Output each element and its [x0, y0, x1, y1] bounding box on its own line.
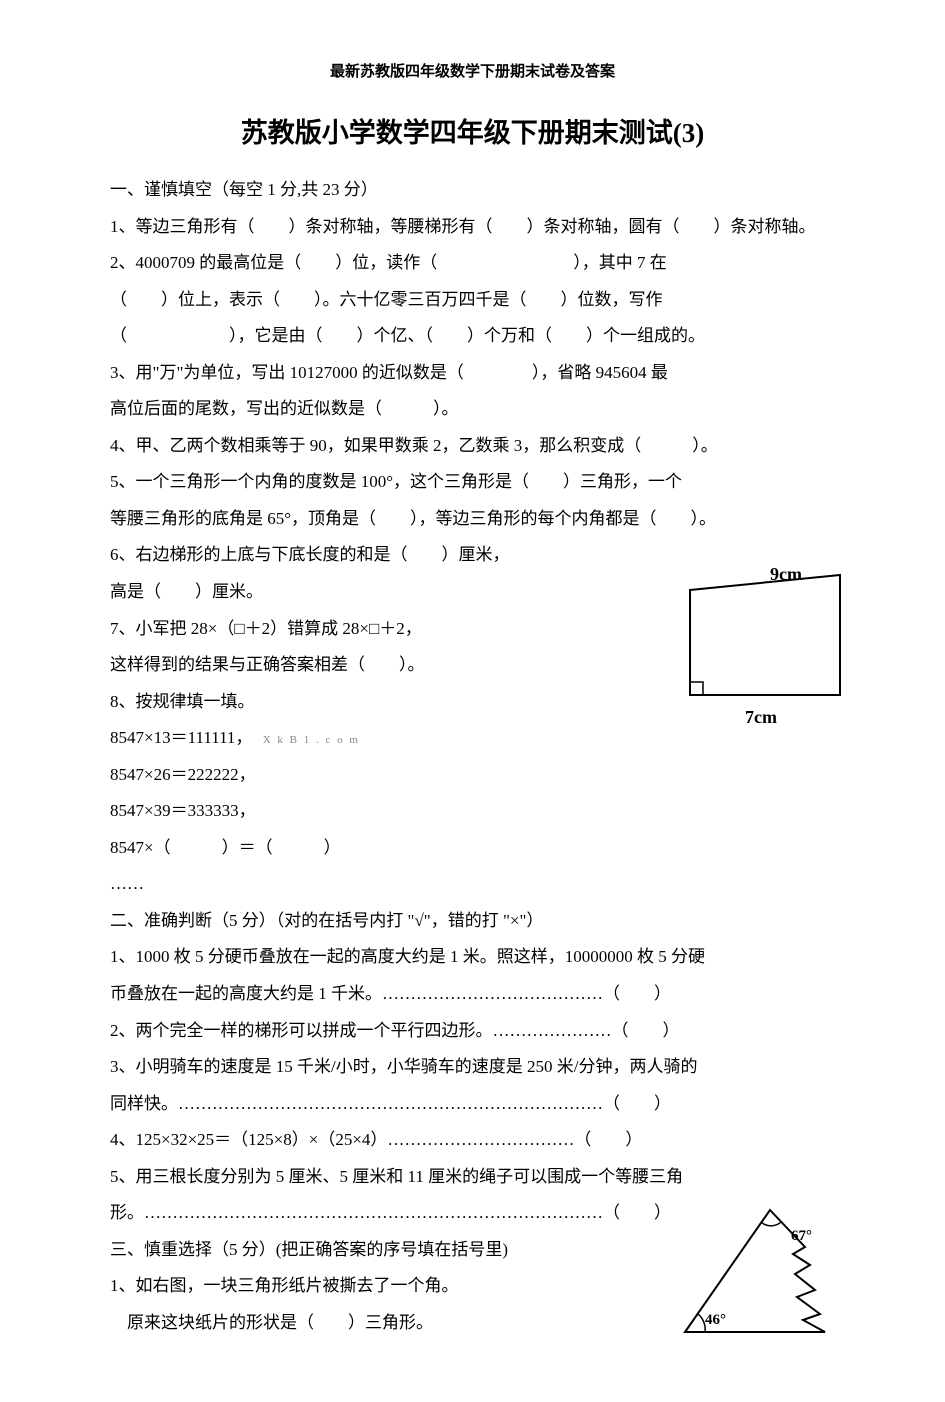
s1-q2c: （ ），它是由（ ）个亿、（ ）个万和（ ）个一组成的。 — [110, 318, 835, 355]
torn-triangle-figure: 67° 46° — [675, 1202, 845, 1342]
angle-46-label: 46° — [705, 1312, 726, 1328]
s1-q5a: 5、一个三角形一个内角的度数是 100°，这个三角形是（ ）三角形，一个 — [110, 464, 835, 501]
s1-q6b: 高是（ ）厘米。 — [110, 574, 610, 611]
s1-q8c: 8547×39＝333333， — [110, 793, 835, 830]
s1-q2a: 2、4000709 的最高位是（ ）位，读作（ ），其中 7 在 — [110, 245, 835, 282]
trapezoid-bottom-label: 7cm — [745, 707, 777, 727]
s2-q1b: 币叠放在一起的高度大约是 1 千米。…………………………………（ ） — [110, 976, 835, 1013]
s1-q8d: 8547×（ ）＝（ ） — [110, 830, 835, 867]
s2-q1a: 1、1000 枚 5 分硬币叠放在一起的高度大约是 1 米。照这样，100000… — [110, 939, 835, 976]
s2-q3a: 3、小明骑车的速度是 15 千米/小时，小华骑车的速度是 250 米/分钟，两人… — [110, 1049, 835, 1086]
s2-q4: 4、125×32×25＝（125×8）×（25×4）……………………………（ ） — [110, 1122, 835, 1159]
s1-q5b: 等腰三角形的底角是 65°，顶角是（ ），等边三角形的每个内角都是（ ）。 — [110, 501, 835, 538]
s1-q8b: 8547×26＝222222， — [110, 757, 835, 794]
angle-67-label: 67° — [791, 1228, 812, 1244]
s3-q1b: 原来这块纸片的形状是（ ）三角形。 — [110, 1305, 610, 1342]
watermark-note: X k B 1 . c o m — [263, 734, 360, 746]
s1-q2b: （ ）位上，表示（ ）。六十亿零三百万四千是（ ）位数，写作 — [110, 282, 835, 319]
s3-q1a: 1、如右图，一块三角形纸片被撕去了一个角。 — [110, 1268, 610, 1305]
trapezoid-svg: 9cm 7cm — [675, 565, 855, 735]
s2-q3b: 同样快。…………………………………………………………………（ ） — [110, 1086, 835, 1123]
s2-q5a: 5、用三根长度分别为 5 厘米、5 厘米和 11 厘米的绳子可以围成一个等腰三角 — [110, 1159, 835, 1196]
s1-q3a: 3、用"万"为单位，写出 10127000 的近似数是（ ），省略 945604… — [110, 355, 835, 392]
s1-q8: 8、按规律填一填。 — [110, 684, 610, 721]
torn-triangle-svg: 67° 46° — [675, 1202, 845, 1342]
trapezoid-figure: 9cm 7cm — [675, 565, 855, 735]
section1-head: 一、谨慎填空（每空 1 分,共 23 分） — [110, 172, 835, 209]
s1-q8a-text: 8547×13＝111111， — [110, 728, 252, 747]
trapezoid-shape — [690, 575, 840, 695]
right-angle-mark — [690, 682, 703, 695]
s1-q3b: 高位后面的尾数，写出的近似数是（ ）。 — [110, 391, 835, 428]
s1-q8e: …… — [110, 866, 835, 903]
s1-q7a: 7、小军把 28×（□＋2）错算成 28×□＋2， — [110, 611, 610, 648]
page-container: 最新苏教版四年级数学下册期末试卷及答案 苏教版小学数学四年级下册期末测试(3) … — [0, 0, 945, 1402]
section2-head: 二、准确判断（5 分）（对的在括号内打 "√"，错的打 "×"） — [110, 903, 835, 940]
doc-title: 苏教版小学数学四年级下册期末测试(3) — [110, 111, 835, 150]
angle-67-arc — [761, 1222, 781, 1226]
trapezoid-top-label: 9cm — [770, 565, 802, 584]
s1-q1: 1、等边三角形有（ ）条对称轴，等腰梯形有（ ）条对称轴，圆有（ ）条对称轴。 — [110, 209, 835, 246]
s2-q2: 2、两个完全一样的梯形可以拼成一个平行四边形。…………………（ ） — [110, 1013, 835, 1050]
s1-q4: 4、甲、乙两个数相乘等于 90，如果甲数乘 2，乙数乘 3，那么积变成（ ）。 — [110, 428, 835, 465]
doc-header: 最新苏教版四年级数学下册期末试卷及答案 — [110, 60, 835, 81]
s1-q6a: 6、右边梯形的上底与下底长度的和是（ ）厘米， — [110, 537, 610, 574]
s1-q7b: 这样得到的结果与正确答案相差（ ）。 — [110, 647, 610, 684]
